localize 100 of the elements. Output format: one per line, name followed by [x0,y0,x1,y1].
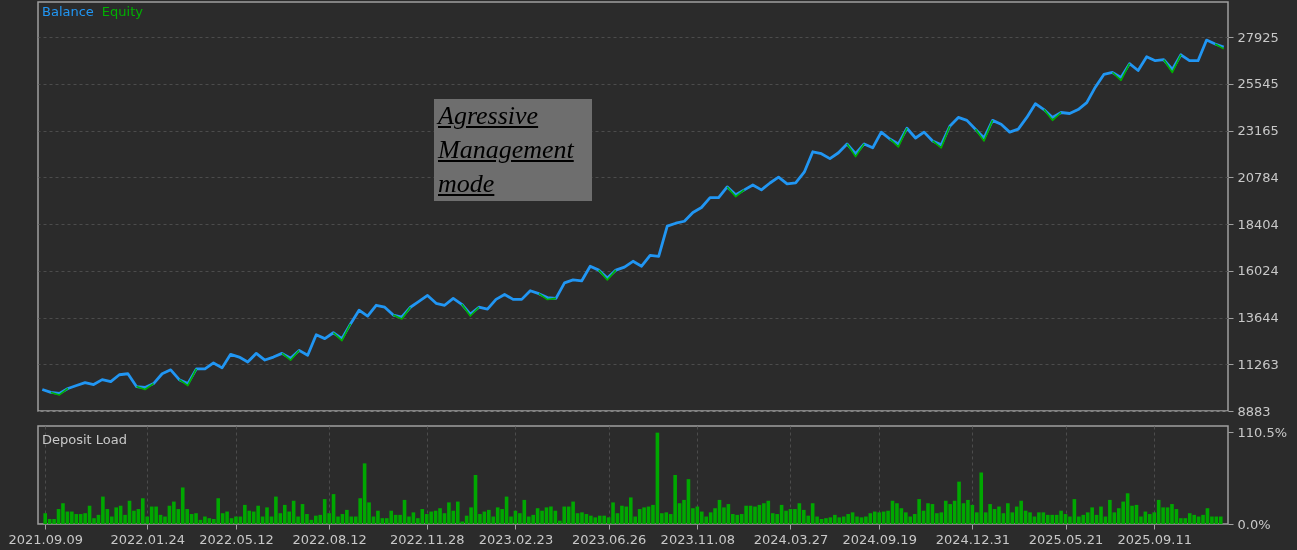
bar [580,512,584,524]
bar [628,497,633,524]
y-tick-label: 25545 [1237,76,1279,92]
bar [234,516,238,524]
bar [180,487,185,524]
bar [1148,514,1152,524]
bar [1050,514,1055,524]
bar [571,501,575,524]
bar [611,502,615,524]
bar [549,506,553,524]
bar [114,507,118,524]
y-tick-label: 16024 [1237,263,1279,279]
y-tick-label: 11263 [1237,356,1279,372]
annotation: Agressive Management mode [434,99,592,201]
bar [1192,514,1196,524]
bar [699,511,704,524]
bar [841,516,846,524]
bar [429,511,433,524]
bar [172,501,176,524]
bar [957,481,961,524]
bar [1108,499,1112,524]
bar [101,496,105,524]
bar [753,506,757,524]
y-tick-label: 20784 [1237,169,1279,185]
bar [256,505,260,524]
bar [1081,514,1086,524]
bar [917,499,921,524]
bar [762,503,766,524]
bar [487,509,491,524]
bar [673,475,677,524]
bar [824,518,828,524]
bar [735,514,740,524]
y-tick-label: 18404 [1237,216,1279,232]
bar [1059,510,1063,524]
x-tick-label: 2023.02.23 [478,531,554,547]
x-tick-label: 2022.01.24 [110,531,185,547]
bar [704,516,708,524]
x-tick-label: 2021.09.09 [8,531,83,547]
bar [1019,500,1023,524]
x-tick-label: 2022.08.12 [292,531,367,547]
bar [314,515,318,524]
bar [1218,516,1223,524]
x-tick-label: 2024.09.19 [842,531,917,547]
bar [877,512,881,524]
bar [70,511,74,524]
bar [602,515,606,524]
bar [154,506,158,524]
x-tick-label: 2022.11.28 [390,531,465,547]
bar [216,498,221,524]
bar [447,502,451,524]
bar [420,509,425,524]
bar [225,511,229,524]
text: Deposit Load [42,432,128,447]
bar [895,503,899,524]
bar [620,505,624,524]
bar [846,514,850,524]
x-tick-label: 2023.11.08 [660,531,736,547]
bar [345,509,349,524]
bar [744,505,748,524]
y-tick-label: 8883 [1237,403,1271,419]
bar [833,514,837,524]
bar [61,503,65,524]
bar [455,501,460,524]
bar [966,499,970,524]
bar [1090,507,1094,524]
bar [1099,506,1103,524]
y-tick-label: 23165 [1237,123,1279,139]
x-tick-label: 2025.05.21 [1028,531,1104,547]
bar [872,511,877,524]
bar [74,514,79,524]
bar [979,472,984,524]
bar [997,506,1001,524]
bar [1170,504,1174,524]
y-tick-label: 13644 [1237,310,1279,326]
bar [908,516,913,524]
bar [593,517,598,524]
bar [988,504,992,524]
bar [438,508,442,524]
x-tick-label: 2025.09.11 [1117,531,1192,547]
bar [43,513,48,524]
bar [562,506,567,524]
bar [389,510,394,524]
x-tick-label: 2024.03.27 [753,531,829,547]
bar [194,513,198,524]
bar [864,516,868,524]
bar [78,514,83,524]
bar [904,512,908,524]
bar [943,500,948,524]
text: Balance [42,4,94,19]
bar [1037,512,1041,524]
bar [1045,514,1050,524]
bar [203,516,207,524]
bar [597,515,602,524]
bar [664,512,669,524]
bar [540,510,544,524]
bar [265,507,269,524]
bar [243,504,247,524]
bar [642,507,646,524]
bar [141,498,145,524]
bar [589,515,593,524]
